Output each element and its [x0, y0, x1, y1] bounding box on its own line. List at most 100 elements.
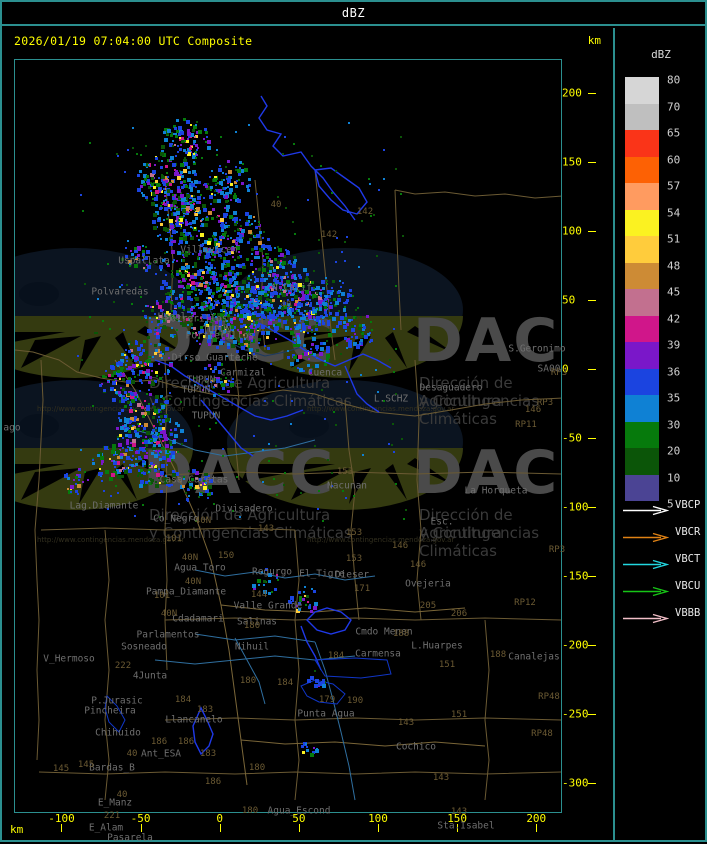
- colorbar-level-label: 42: [667, 312, 681, 325]
- map-route-label: RP3: [548, 545, 566, 555]
- map-route-label: 151: [438, 660, 456, 670]
- map-route-label: 184: [174, 695, 192, 705]
- colorbar-segment[interactable]: [625, 342, 659, 369]
- y-axis-tick-label: 50: [562, 293, 576, 307]
- map-place-label: El_Tigre: [299, 568, 345, 580]
- vector-legend: VBCP VBCR VBCT VBCU VBBB: [621, 498, 707, 633]
- map-route-label: 40: [116, 790, 128, 800]
- colorbar-gradient[interactable]: [625, 77, 659, 501]
- y-axis-tick: [588, 162, 596, 164]
- arrow-icon: [623, 559, 669, 570]
- colorbar-segment[interactable]: [625, 395, 659, 422]
- map-place-label: Agua Toro: [174, 562, 226, 574]
- y-axis-unit-label: km: [587, 34, 601, 47]
- map-place-label: Carmensa: [355, 648, 401, 660]
- map-route-label: 222: [114, 661, 132, 671]
- map-place-label: Portrerillos: [185, 330, 255, 342]
- legend-row: VBCT: [621, 552, 707, 579]
- map-route-label: RP3: [536, 398, 554, 408]
- y-axis-tick-label: 150: [562, 155, 582, 169]
- map-place-label: Lag.Diamante: [69, 500, 139, 512]
- x-axis-tick-label: 200: [526, 812, 547, 825]
- map-place-label: Regurgo: [251, 566, 293, 578]
- x-axis-tick-label: 50: [292, 812, 306, 825]
- map-route-label: 142: [356, 207, 374, 217]
- map-route-label: 180: [241, 806, 259, 816]
- colorbar-segment[interactable]: [625, 130, 659, 157]
- map-route-label: 186: [177, 737, 195, 747]
- map-place-label: Nihuil: [234, 641, 270, 653]
- colorbar-level-label: 51: [667, 232, 681, 246]
- y-axis-tick-label: 200: [562, 86, 582, 100]
- map-route-label: 150: [217, 551, 235, 561]
- map-route-label: RP3: [550, 368, 568, 378]
- y-axis-tick: [588, 507, 596, 509]
- arrow-icon: [623, 532, 669, 543]
- map-place-label: Guarteche: [206, 352, 258, 364]
- colorbar-level-label: 57: [667, 179, 681, 193]
- colorbar-segment[interactable]: [625, 236, 659, 263]
- colorbar-level-label: 54: [667, 206, 681, 219]
- map-route-label: 40N: [181, 553, 199, 563]
- watermark-brand-3: DACC: [143, 438, 336, 508]
- colorbar-segment[interactable]: [625, 103, 659, 130]
- map-route-label: RP11: [515, 420, 537, 430]
- arrow-icon: [623, 613, 669, 624]
- watermark-url-1: http://www.contingencias.mendoza.gov.ar: [37, 405, 185, 413]
- map-route-label: 40N: [160, 609, 178, 619]
- colorbar-segment[interactable]: [625, 209, 659, 236]
- map-route-label: 143: [450, 807, 468, 817]
- colorbar-segment[interactable]: [625, 77, 659, 104]
- map-place-label: L.SCHZ: [373, 393, 409, 405]
- colorbar-level-label: 5: [667, 497, 674, 511]
- arrow-icon: [623, 586, 669, 597]
- colorbar-segment[interactable]: [625, 448, 659, 475]
- map-place-label: Ovejeria: [405, 578, 451, 590]
- map-place-label: Parlamentos: [136, 629, 200, 641]
- map-place-label: Co_Negro: [153, 513, 199, 525]
- y-axis-tick: [588, 438, 596, 440]
- timestamp-label: 2026/01/19 07:04:00 UTC Composite: [14, 34, 253, 48]
- colorbar-segment[interactable]: [625, 156, 659, 183]
- map-route-label: RP48: [538, 692, 560, 702]
- x-axis-tick: [140, 824, 142, 832]
- colorbar-segment[interactable]: [625, 421, 659, 448]
- map-route-label: 146: [391, 541, 409, 551]
- map-place-label: Salinas: [236, 616, 278, 628]
- map-route-label: 179: [318, 695, 336, 705]
- map-place-label: Dieser: [334, 569, 370, 581]
- map-route-label: RP48: [531, 729, 553, 739]
- map-place-label: SA00: [537, 363, 561, 375]
- map-place-label: Cochico: [395, 741, 437, 753]
- y-axis-tick: [588, 714, 596, 716]
- colorbar-segment[interactable]: [625, 262, 659, 289]
- colorbar-panel: dBZ 80 70 65 60 57 54 51 48 45 42 39 36 35 30 20 10 5 VB…: [613, 28, 705, 840]
- y-axis-tick: [588, 369, 596, 371]
- radar-plot-area[interactable]: DACC DACC DACC DACC Dirección de Agricul…: [14, 59, 562, 813]
- map-route-label: 151: [450, 710, 468, 720]
- colorbar-segment[interactable]: [625, 289, 659, 316]
- map-route-label: 221: [103, 811, 121, 821]
- colorbar-level-label: 70: [667, 100, 681, 113]
- map-place-label: Pampa_Diamante: [145, 586, 227, 598]
- colorbar-segment[interactable]: [625, 315, 659, 342]
- y-axis-tick-label: 100: [562, 224, 582, 238]
- map-place-label: Dirso: [171, 352, 201, 364]
- map-place-label: 4Junta: [132, 670, 168, 682]
- window-titlebar: dBZ: [2, 2, 705, 26]
- y-axis-tick-label: -100: [562, 500, 589, 514]
- map-place-label: Desaguadero: [419, 382, 483, 394]
- colorbar-segment[interactable]: [625, 368, 659, 395]
- map-place-label: Ant_ESA: [140, 748, 182, 760]
- colorbar-segment[interactable]: [625, 474, 659, 501]
- map-place-label: Uspallata: [118, 255, 170, 267]
- x-axis-tick: [457, 824, 459, 832]
- watermark-url-4: http://www.contingencias.mendoza.gov.ar: [307, 536, 455, 544]
- colorbar-level-label: 36: [667, 365, 681, 378]
- map-route-label: 184: [327, 651, 345, 661]
- y-axis-tick: [588, 576, 596, 578]
- colorbar-segment[interactable]: [625, 183, 659, 210]
- legend-row: VBCR: [621, 525, 707, 552]
- colorbar-level-label: 60: [667, 153, 681, 166]
